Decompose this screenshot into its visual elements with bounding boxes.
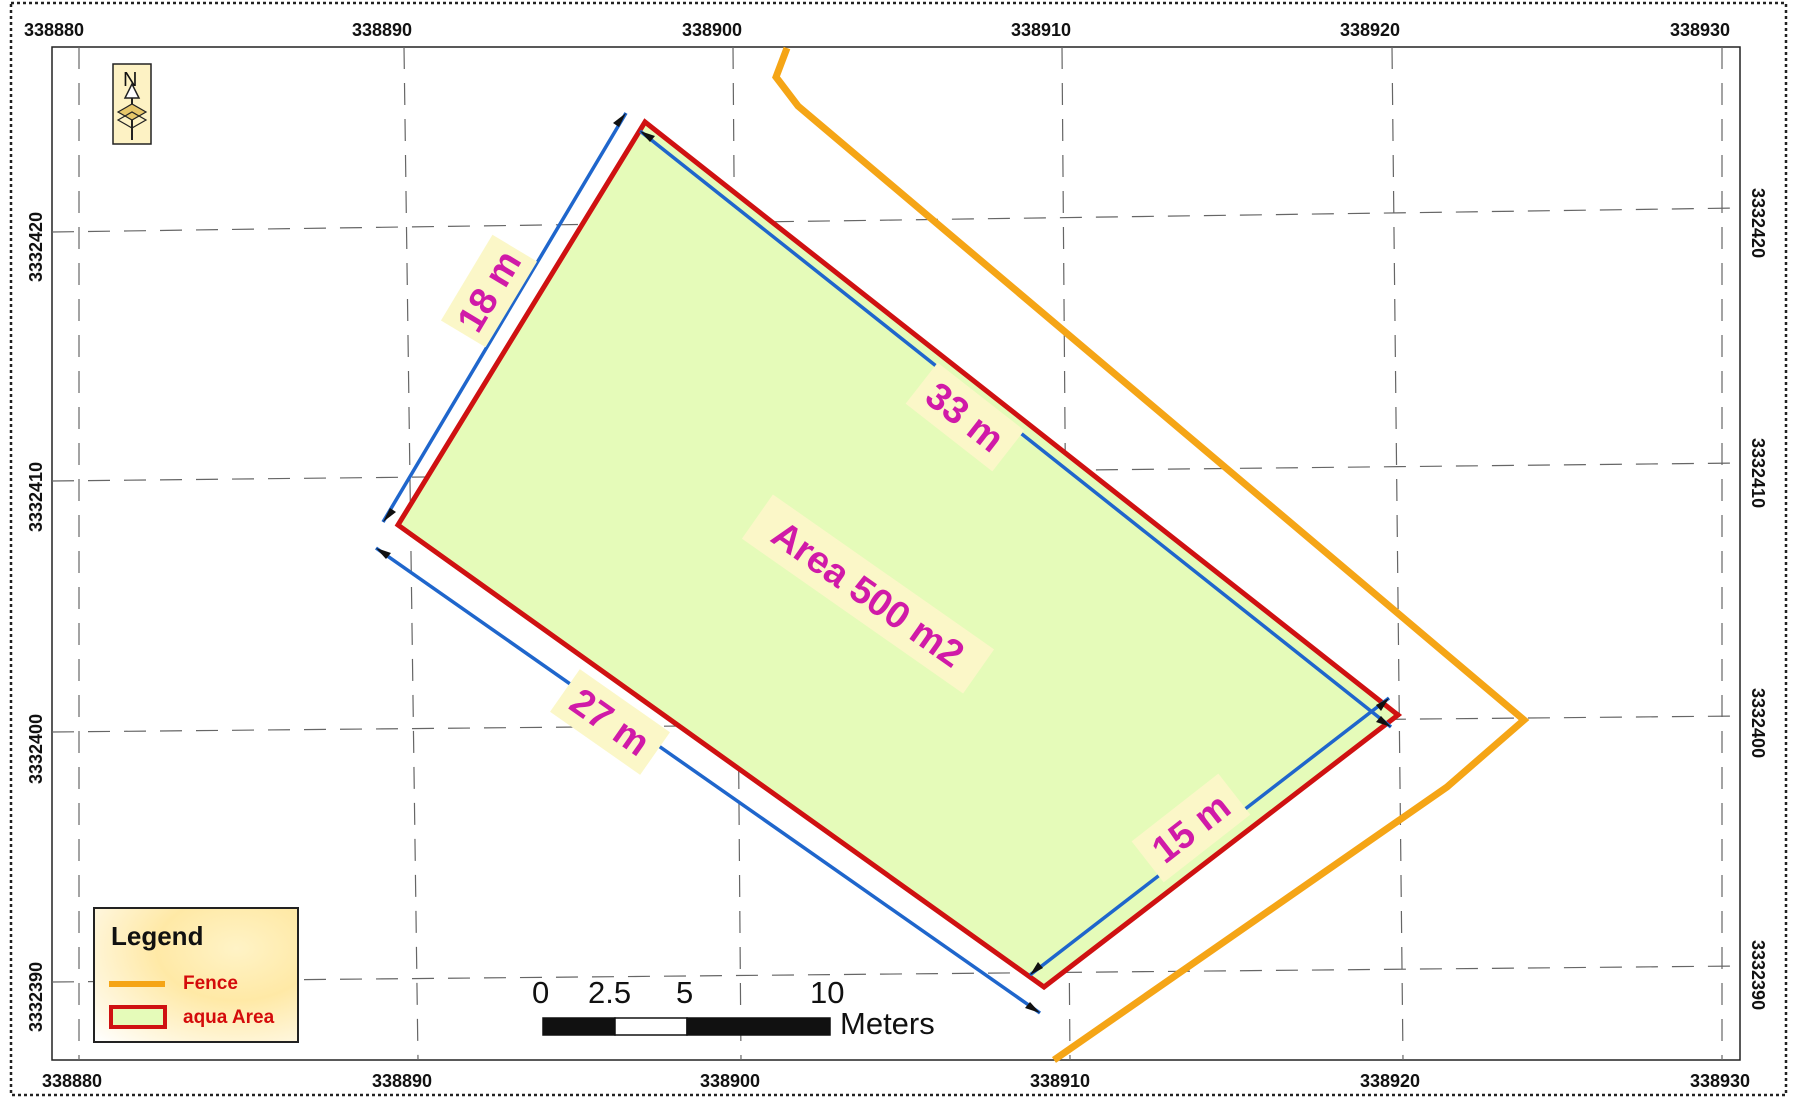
x-tick-label: 338930 xyxy=(1670,20,1730,40)
scale-label: 2.5 xyxy=(588,975,631,1010)
x-tick-label: 338920 xyxy=(1340,20,1400,40)
y-tick-label: 3332400 xyxy=(26,714,46,784)
x-tick-label: 338890 xyxy=(372,1071,432,1091)
x-axis-bottom-labels: 338880 338890 338900 338910 338920 33893… xyxy=(42,1071,1750,1091)
scale-label: 5 xyxy=(676,975,693,1010)
scale-unit: Meters xyxy=(840,1006,935,1041)
legend-item-label: Fence xyxy=(183,973,238,994)
dimension-line-18 xyxy=(381,112,628,523)
north-arrow-icon: N xyxy=(112,63,152,145)
x-axis-top-labels: 338880 338890 338900 338910 338920 33893… xyxy=(24,20,1730,40)
y-tick-label: 3332390 xyxy=(26,962,46,1032)
x-tick-label: 338900 xyxy=(682,20,742,40)
scale-label: 0 xyxy=(532,975,549,1010)
dimension-arrowheads xyxy=(376,113,1391,1013)
x-tick-label: 338910 xyxy=(1030,1071,1090,1091)
x-tick-label: 338880 xyxy=(42,1071,102,1091)
y-axis-left-labels: 3332390 3332400 3332410 3332420 xyxy=(26,212,46,1032)
scale-label: 10 xyxy=(810,975,844,1010)
aqua-area-swatch xyxy=(109,1005,167,1029)
y-tick-label: 3332400 xyxy=(1748,688,1768,758)
legend-item-fence: Fence xyxy=(107,969,292,999)
dimension-line-27 xyxy=(374,546,1042,1015)
legend-title: Legend xyxy=(111,921,204,951)
x-tick-label: 338900 xyxy=(700,1071,760,1091)
aqua-area-polygon xyxy=(394,118,1403,991)
x-tick-label: 338890 xyxy=(352,20,412,40)
y-tick-label: 3332410 xyxy=(1748,438,1768,508)
legend-item-label: aqua Area xyxy=(183,1007,275,1028)
y-tick-label: 3332420 xyxy=(26,212,46,282)
fence-swatch xyxy=(109,981,165,987)
legend-item-aqua-area: aqua Area xyxy=(107,1003,292,1033)
y-tick-label: 3332390 xyxy=(1748,940,1768,1010)
x-tick-label: 338930 xyxy=(1690,1071,1750,1091)
north-letter: N xyxy=(123,69,137,91)
scale-bar: 0 2.5 5 10 Meters xyxy=(532,975,935,1041)
x-tick-label: 338880 xyxy=(24,20,84,40)
fence-line xyxy=(772,46,1530,1063)
x-tick-label: 338910 xyxy=(1011,20,1071,40)
x-tick-label: 338920 xyxy=(1360,1071,1420,1091)
legend: Legend Fence aqua Area xyxy=(93,907,299,1043)
y-axis-right-labels: 3332390 3332400 3332410 3332420 xyxy=(1748,188,1768,1010)
y-tick-label: 3332420 xyxy=(1748,188,1768,258)
y-tick-label: 3332410 xyxy=(26,462,46,532)
